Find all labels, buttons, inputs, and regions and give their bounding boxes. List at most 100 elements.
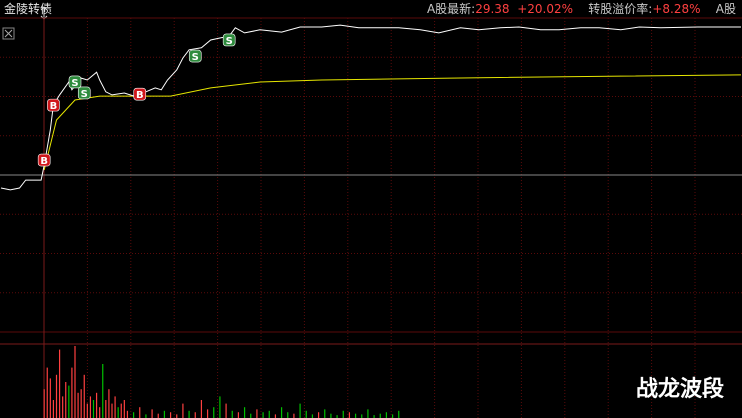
volume-bar bbox=[398, 410, 400, 418]
volume-bar bbox=[305, 410, 307, 418]
volume-bar bbox=[299, 403, 301, 418]
volume-bar bbox=[74, 346, 76, 418]
bond-name: 金陵转债 bbox=[4, 2, 53, 16]
volume-bar bbox=[108, 389, 110, 418]
tab[interactable]: A股 bbox=[715, 2, 736, 16]
volume-bar bbox=[274, 414, 277, 418]
volume-bar bbox=[262, 412, 264, 418]
volume-bar bbox=[83, 374, 85, 418]
volume-bar bbox=[206, 409, 209, 418]
premium: +8.28% bbox=[652, 2, 701, 16]
volume-bar bbox=[219, 396, 221, 418]
watermark: 战龙波段 bbox=[636, 376, 724, 402]
signal-marker bbox=[188, 49, 202, 63]
volume-bar bbox=[354, 413, 357, 418]
volume-bar bbox=[317, 412, 320, 418]
volume-bar bbox=[123, 400, 125, 418]
volume-bar bbox=[117, 407, 119, 418]
volume-bar bbox=[49, 378, 51, 418]
volume-bar bbox=[391, 414, 394, 418]
volume-bar bbox=[92, 400, 95, 418]
volume-bar bbox=[385, 412, 388, 418]
volume-bar bbox=[43, 389, 45, 418]
volume-bar bbox=[225, 403, 227, 418]
volume-bar bbox=[231, 410, 233, 418]
volume-bar bbox=[132, 412, 135, 418]
volume-bar bbox=[336, 415, 338, 418]
signal-marker bbox=[133, 87, 147, 101]
volume-bar bbox=[176, 414, 178, 418]
volume-bar bbox=[367, 409, 369, 418]
volume-bar bbox=[256, 409, 258, 418]
volume-bar bbox=[188, 410, 190, 418]
signal-label: S bbox=[192, 52, 199, 63]
volume-bar bbox=[80, 389, 82, 418]
volume-bar bbox=[114, 396, 116, 418]
volume-bar bbox=[213, 407, 215, 418]
volume-bar bbox=[250, 413, 252, 418]
volume-bar bbox=[95, 392, 98, 418]
volume-bar bbox=[111, 403, 113, 418]
volume-bar bbox=[65, 382, 67, 418]
volume-bar bbox=[200, 400, 203, 418]
volume-bar bbox=[330, 413, 332, 418]
signal-label: B bbox=[50, 101, 58, 112]
volume-bar bbox=[373, 415, 375, 418]
volume-bar bbox=[243, 407, 246, 418]
close-box[interactable] bbox=[2, 27, 15, 40]
volume-bar bbox=[324, 409, 326, 418]
signal-marker bbox=[222, 33, 236, 47]
volume-bar bbox=[52, 400, 55, 418]
series-line bbox=[0, 24, 741, 191]
volume-bar bbox=[163, 410, 166, 418]
volume-bar bbox=[77, 392, 79, 418]
signal-marker bbox=[37, 153, 51, 167]
volume-bar bbox=[342, 410, 344, 418]
volume-bar bbox=[86, 403, 88, 418]
header: 金陵转债 A股最新:29.38 +20.02% 转股溢价率:+8.28% A股 bbox=[0, 0, 742, 18]
volume-bar bbox=[145, 414, 147, 418]
signal-label: S bbox=[71, 78, 78, 89]
volume-bar bbox=[55, 374, 58, 418]
volume-bar bbox=[105, 400, 107, 418]
volume-bar bbox=[99, 407, 101, 418]
volume-bar bbox=[348, 412, 351, 418]
volume-bar bbox=[102, 364, 104, 418]
signal-label: B bbox=[136, 90, 144, 101]
grid bbox=[0, 17, 742, 418]
volume-bar bbox=[268, 410, 270, 418]
stock-price: 29.38 bbox=[475, 2, 510, 16]
series-line bbox=[43, 74, 742, 171]
signal-label: S bbox=[81, 89, 88, 100]
quote-bar: A股最新:29.38 +20.02% 转股溢价率:+8.28% A股 bbox=[427, 0, 736, 18]
volume-bar bbox=[120, 403, 122, 418]
close-icon[interactable] bbox=[4, 29, 13, 38]
volume-bar bbox=[287, 412, 289, 418]
volume-bar bbox=[71, 367, 73, 418]
stock-label: A股最新: bbox=[426, 2, 476, 16]
volume-bar bbox=[46, 367, 48, 418]
volume-bar bbox=[62, 396, 64, 418]
volume-bar bbox=[169, 412, 172, 418]
volume-bar bbox=[58, 349, 61, 418]
volume-bar bbox=[126, 410, 129, 418]
signal-marker bbox=[68, 75, 82, 89]
volume-bar bbox=[89, 396, 92, 418]
volume-bar bbox=[379, 413, 381, 418]
signal-marker bbox=[77, 86, 91, 100]
volume-bar bbox=[68, 385, 70, 418]
volume-bar bbox=[157, 413, 159, 418]
volume-bar bbox=[237, 412, 240, 418]
premium-label: 转股溢价率: bbox=[588, 2, 653, 16]
volume-bar bbox=[194, 412, 196, 418]
volume-bar bbox=[293, 413, 295, 418]
stock-change: +20.02% bbox=[517, 2, 574, 16]
signal-label: B bbox=[40, 156, 48, 167]
volume-bar bbox=[311, 414, 314, 418]
signal-label: S bbox=[226, 36, 233, 47]
volume-bar bbox=[151, 409, 153, 418]
signal-marker bbox=[47, 98, 60, 112]
volume-bar bbox=[280, 407, 283, 418]
